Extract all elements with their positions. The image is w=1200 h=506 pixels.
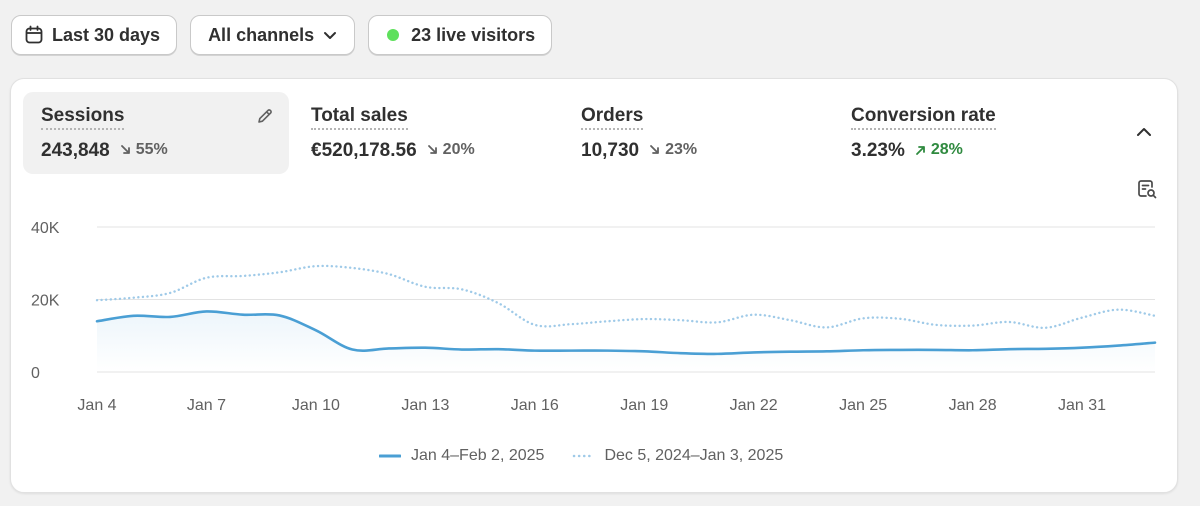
metric-total-sales[interactable]: Total sales €520,178.56 20% [293, 92, 553, 174]
x-tick-label: Jan 25 [839, 397, 887, 414]
x-tick-label: Jan 4 [77, 397, 116, 414]
metric-label: Total sales [311, 105, 408, 130]
metric-label: Sessions [41, 105, 125, 130]
legend-swatch-solid [379, 454, 401, 458]
toolbar: Last 30 days All channels 23 live visito… [11, 15, 553, 55]
series-line-current[interactable] [95, 310, 1157, 356]
calendar-icon [25, 25, 43, 44]
metric-delta-value: 55% [135, 141, 168, 158]
legend-label: Jan 4–Feb 2, 2025 [411, 447, 545, 464]
metric-label: Conversion rate [851, 105, 996, 130]
metric-value: 3.23% [851, 140, 905, 161]
legend-item-current[interactable]: Jan 4–Feb 2, 2025 [379, 447, 544, 465]
metric-label: Orders [581, 105, 644, 130]
y-tick-label: 40K [31, 220, 60, 237]
arrow-down-right-icon [427, 145, 437, 154]
x-axis-ticks: Jan 4 Jan 7 Jan 10 Jan 13 Jan 16 Jan 19 Jan 22… [77, 397, 1106, 414]
x-tick-label: Jan 13 [401, 397, 449, 414]
metric-delta: 28% [915, 141, 963, 159]
arrow-up-right-icon [915, 146, 925, 155]
legend-swatch-dotted [573, 454, 595, 458]
channels-dropdown[interactable]: All channels [190, 15, 356, 55]
analytics-card: Sessions 243,848 55% Total sales €520,17… [10, 78, 1178, 493]
x-tick-label: Jan 10 [292, 397, 340, 414]
x-tick-label: Jan 28 [949, 397, 997, 414]
date-range-button[interactable]: Last 30 days [11, 15, 178, 55]
y-tick-label: 0 [31, 365, 40, 382]
metric-delta-value: 23% [665, 141, 698, 158]
x-tick-label: Jan 16 [511, 397, 559, 414]
legend-item-previous[interactable]: Dec 5, 2024–Jan 3, 2025 [572, 447, 783, 465]
metric-conversion-rate[interactable]: Conversion rate 3.23% 28% [833, 92, 1093, 174]
live-indicator-dot [387, 29, 400, 41]
x-tick-label: Jan 19 [620, 397, 668, 414]
series-lines [95, 264, 1157, 356]
metric-value: 243,848 [41, 140, 110, 161]
arrow-down-right-icon [120, 145, 130, 154]
x-tick-label: Jan 31 [1058, 397, 1106, 414]
metric-delta-value: 20% [442, 141, 475, 158]
channels-label: All channels [208, 24, 315, 45]
report-search-icon[interactable] [1136, 178, 1158, 200]
chevron-down-icon [324, 32, 337, 39]
series-area [97, 311, 1155, 372]
metric-sessions[interactable]: Sessions 243,848 55% [23, 92, 289, 174]
live-visitors-button[interactable]: 23 live visitors [368, 15, 553, 55]
pencil-icon[interactable] [255, 106, 275, 126]
metric-delta: 55% [120, 141, 168, 159]
y-tick-label: 20K [31, 293, 60, 310]
metric-delta-value: 28% [930, 141, 963, 158]
metric-value: 10,730 [581, 140, 640, 161]
x-tick-label: Jan 22 [730, 397, 778, 414]
metric-delta: 23% [649, 141, 697, 159]
metric-orders[interactable]: Orders 10,730 23% [563, 92, 823, 174]
metric-delta: 20% [427, 141, 475, 159]
metric-value: €520,178.56 [311, 140, 417, 161]
legend-label: Dec 5, 2024–Jan 3, 2025 [604, 447, 784, 464]
chevron-up-icon[interactable] [1135, 123, 1153, 141]
series-area-current [97, 311, 1155, 372]
x-tick-label: Jan 7 [187, 397, 226, 414]
live-visitors-label: 23 live visitors [411, 24, 536, 45]
arrow-down-right-icon [650, 145, 660, 154]
chart-legend: Jan 4–Feb 2, 2025 Dec 5, 2024–Jan 3, 202… [379, 447, 783, 465]
series-line-previous[interactable] [95, 264, 1157, 329]
date-range-label: Last 30 days [52, 24, 161, 45]
y-axis-ticks: 40K 20K 0 [31, 220, 60, 382]
